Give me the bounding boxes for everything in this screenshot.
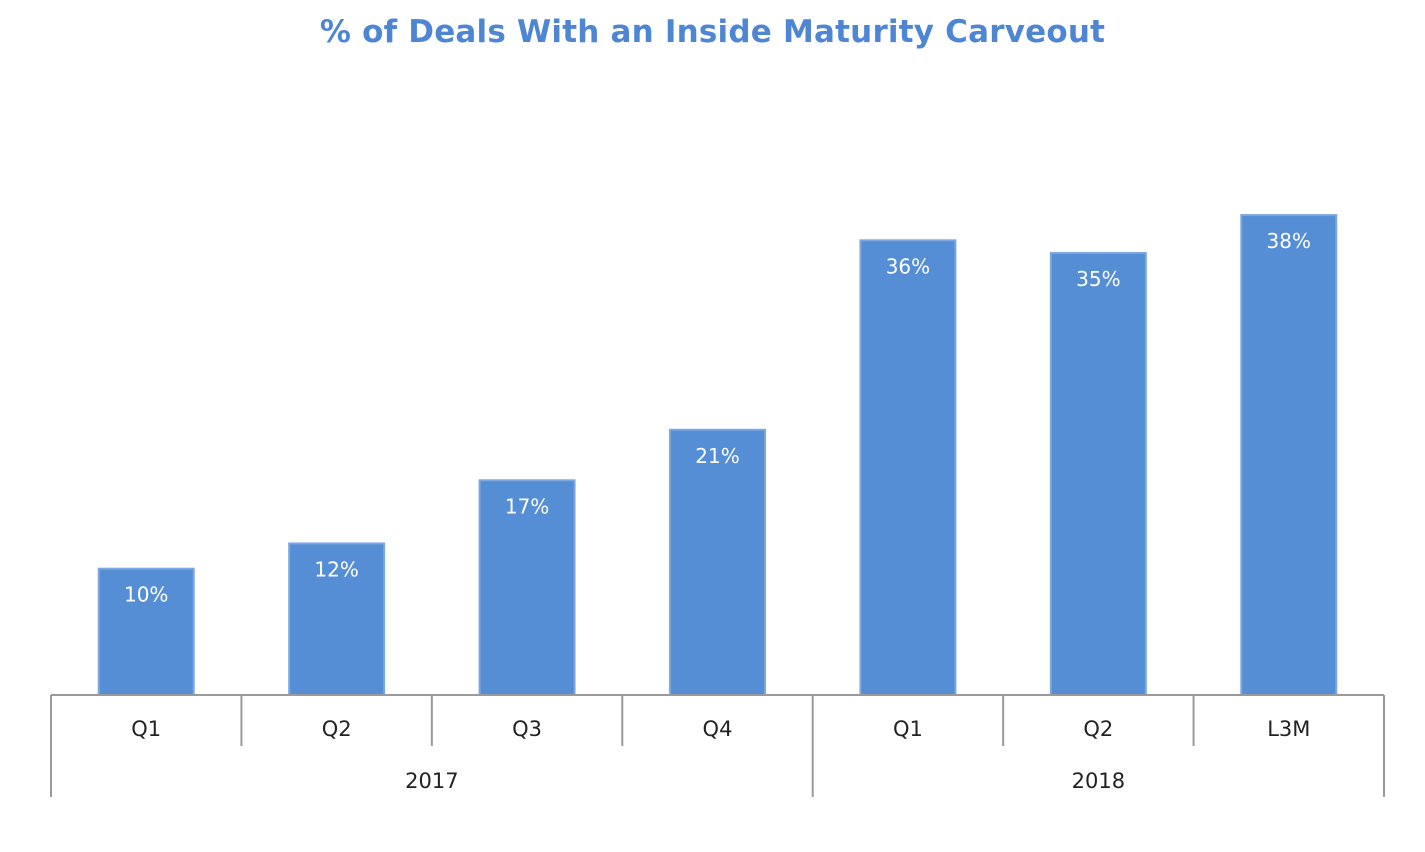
category-label-4: Q1 (893, 717, 923, 741)
category-label-1: Q2 (322, 717, 352, 741)
bar-3 (669, 428, 766, 696)
group-label-2017: 2017 (405, 769, 458, 793)
category-label-2: Q3 (512, 717, 542, 741)
category-label-5: Q2 (1083, 717, 1113, 741)
bar-5 (1049, 251, 1147, 696)
data-label-0: 10% (124, 583, 168, 607)
bar-4 (859, 239, 957, 696)
category-label-6: L3M (1267, 717, 1310, 741)
bar-1 (288, 542, 386, 696)
data-label-5: 35% (1076, 267, 1120, 291)
bars-group: 10% 12% 17% 21% 36% 35% 38% (97, 214, 1338, 697)
bar-0 (97, 567, 195, 697)
data-label-2: 17% (505, 494, 549, 518)
category-label-3: Q4 (703, 717, 733, 741)
data-label-3: 21% (695, 444, 739, 468)
chart-title: % of Deals With an Inside Maturity Carve… (319, 14, 1106, 50)
group-label-2018: 2018 (1072, 769, 1125, 793)
data-label-4: 36% (886, 254, 930, 278)
bar-2 (478, 479, 576, 697)
data-label-6: 38% (1267, 229, 1311, 253)
category-axis: Q1 Q2 Q3 Q4 Q1 Q2 L3M 2017 2018 (50, 694, 1385, 797)
category-label-0: Q1 (131, 717, 161, 741)
bar-6 (1240, 214, 1338, 696)
data-label-1: 12% (314, 557, 358, 581)
